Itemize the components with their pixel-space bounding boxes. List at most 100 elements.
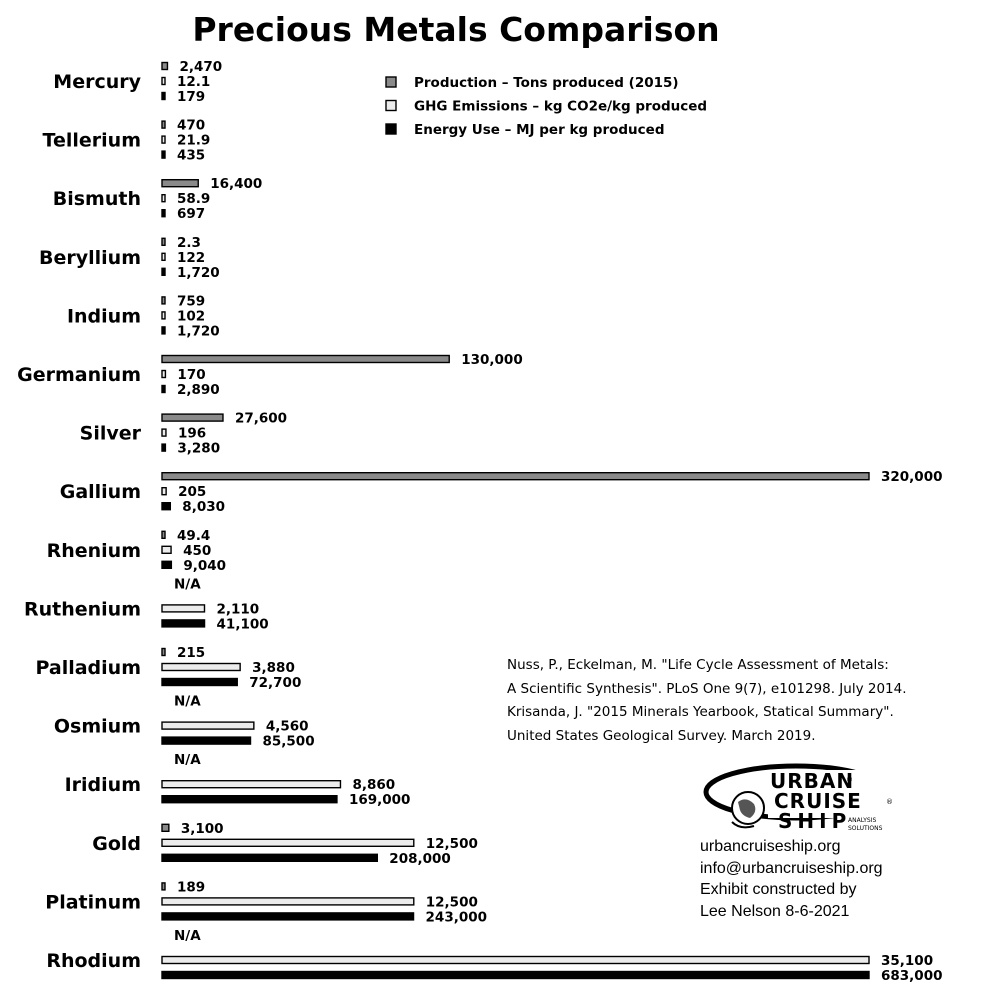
- bar-palladium-series-2: [161, 662, 241, 672]
- category-label-palladium: Palladium: [35, 657, 141, 679]
- legend-swatch-series-3: [385, 123, 397, 135]
- bar-silver-series-3: [161, 443, 167, 452]
- bar-rhenium-series-2: [161, 545, 172, 554]
- logo-tagline-analysis: ANALYSIS: [848, 817, 876, 824]
- bars: [161, 61, 870, 980]
- bar-osmium-series-2: [161, 721, 255, 730]
- value-label-silver-series-3: 3,280: [177, 441, 220, 457]
- value-label-ruthenium-series-1: N/A: [174, 576, 201, 592]
- bar-ruthenium-series-2: [161, 604, 206, 613]
- value-label-gallium-series-2: 205: [178, 484, 206, 500]
- value-label-silver-series-1: 27,600: [235, 411, 287, 427]
- value-label-mercury-series-2: 12.1: [177, 74, 210, 90]
- value-label-gold-series-2: 12,500: [426, 836, 478, 852]
- legend-label-series-1: Production – Tons produced (2015): [414, 75, 679, 91]
- bar-germanium-series-1: [161, 354, 450, 364]
- source-line: Krisanda, J. "2015 Minerals Yearbook, St…: [507, 704, 894, 720]
- logo-text-urban: URBAN: [770, 769, 854, 793]
- legend: Production – Tons produced (2015) GHG Emi…: [385, 75, 707, 138]
- value-label-gallium-series-3: 8,030: [182, 499, 225, 515]
- value-label-palladium-series-1: 215: [177, 645, 205, 661]
- urban-cruise-ship-logo: URBAN CRUISE SHIP ANALYSIS SOLUTIONS ® ®: [703, 763, 893, 833]
- bar-rhenium-series-3: [161, 560, 173, 569]
- bar-mercury-series-2: [161, 76, 166, 86]
- category-label-gold: Gold: [92, 833, 141, 855]
- logo-text-cruise: CRUISE: [774, 789, 862, 813]
- website-link[interactable]: urbancruiseship.org: [700, 838, 841, 855]
- bar-bismuth-series-1: [161, 178, 199, 188]
- category-label-osmium: Osmium: [54, 716, 141, 738]
- bar-tellerium-series-3: [161, 150, 166, 159]
- legend-label-series-3: Energy Use – MJ per kg produced: [414, 122, 664, 138]
- bar-iridium-series-3: [161, 795, 338, 804]
- chart-title: Precious Metals Comparison: [192, 10, 719, 49]
- value-label-iridium-series-1: N/A: [174, 752, 201, 768]
- value-label-beryllium-series-1: 2.3: [177, 235, 201, 251]
- bar-tellerium-series-2: [161, 135, 166, 144]
- source-line: United States Geological Survey. March 2…: [507, 727, 816, 744]
- bar-gallium-series-1: [161, 472, 870, 481]
- value-label-rhenium-series-2: 450: [183, 543, 211, 559]
- category-label-tellerium: Tellerium: [43, 130, 141, 152]
- value-label-mercury-series-3: 179: [177, 89, 205, 105]
- value-label-gold-series-1: 3,100: [181, 821, 224, 837]
- bar-gallium-series-3: [161, 502, 172, 511]
- category-label-indium: Indium: [67, 305, 141, 327]
- legend-label-series-2: GHG Emissions – kg CO2e/kg produced: [414, 99, 707, 115]
- bar-platinum-series-2: [161, 897, 415, 906]
- bar-mercury-series-3: [161, 91, 166, 101]
- value-label-rhodium-series-1: N/A: [174, 928, 201, 944]
- category-label-silver: Silver: [80, 423, 142, 445]
- source-citation: Nuss, P., Eckelman, M. "Life Cycle Asses…: [507, 654, 967, 748]
- bar-iridium-series-2: [161, 780, 342, 789]
- bar-germanium-series-3: [161, 384, 166, 394]
- bar-rhodium-series-2: [161, 955, 870, 965]
- value-label-beryllium-series-2: 122: [177, 250, 205, 266]
- bar-palladium-series-3: [161, 677, 238, 687]
- value-label-bismuth-series-1: 16,400: [210, 176, 262, 192]
- value-label-platinum-series-1: 189: [177, 879, 205, 895]
- value-label-gallium-series-1: 320,000: [881, 469, 943, 485]
- value-label-ruthenium-series-2: 2,110: [217, 601, 260, 617]
- value-label-mercury-series-1: 2,470: [179, 59, 222, 75]
- value-label-germanium-series-2: 170: [177, 367, 205, 383]
- email-link[interactable]: info@urbancruiseship.org: [700, 859, 883, 877]
- value-label-tellerium-series-3: 435: [177, 148, 205, 164]
- bar-indium-series-3: [161, 326, 166, 335]
- category-label-platinum: Platinum: [45, 891, 141, 913]
- value-label-rhenium-series-1: 49.4: [177, 528, 210, 544]
- category-label-rhodium: Rhodium: [46, 950, 141, 972]
- value-label-tellerium-series-1: 470: [177, 118, 205, 134]
- category-label-gallium: Gallium: [60, 481, 141, 503]
- value-label-germanium-series-3: 2,890: [177, 382, 220, 398]
- value-label-bismuth-series-2: 58.9: [177, 191, 210, 207]
- bar-gold-series-2: [161, 838, 415, 847]
- contact-block: urbancruiseship.org info@urbancruiseship…: [700, 836, 883, 922]
- value-label-tellerium-series-2: 21.9: [177, 133, 210, 149]
- value-labels: 2,47012.117947021.943516,40058.96972.312…: [174, 59, 943, 984]
- legend-swatch-series-1: [385, 76, 397, 88]
- category-label-rhenium: Rhenium: [47, 540, 141, 562]
- bar-bismuth-series-3: [161, 208, 166, 218]
- legend-swatch-series-2: [385, 99, 397, 112]
- category-label-beryllium: Beryllium: [39, 247, 141, 269]
- value-label-osmium-series-2: 4,560: [266, 719, 309, 735]
- category-label-bismuth: Bismuth: [53, 188, 141, 210]
- category-label-mercury: Mercury: [53, 71, 141, 93]
- credit-line: Lee Nelson 8-6-2021: [700, 902, 850, 920]
- value-label-osmium-series-3: 85,500: [263, 734, 315, 750]
- category-label-ruthenium: Ruthenium: [24, 598, 141, 620]
- value-label-indium-series-3: 1,720: [177, 323, 220, 339]
- value-label-germanium-series-1: 130,000: [461, 352, 523, 368]
- value-label-rhodium-series-3: 683,000: [881, 968, 943, 984]
- bar-germanium-series-2: [161, 369, 167, 379]
- bar-platinum-series-1: [161, 882, 166, 891]
- bar-silver-series-2: [161, 428, 167, 437]
- value-label-gold-series-3: 208,000: [389, 851, 451, 867]
- logo-text-ship: SHIP: [778, 809, 851, 833]
- bar-indium-series-2: [161, 311, 166, 320]
- value-label-rhodium-series-2: 35,100: [881, 953, 933, 969]
- bar-rhenium-series-1: [161, 530, 166, 539]
- category-labels: Mercury Tellerium Bismuth Beryllium Indium Ge…: [17, 71, 141, 972]
